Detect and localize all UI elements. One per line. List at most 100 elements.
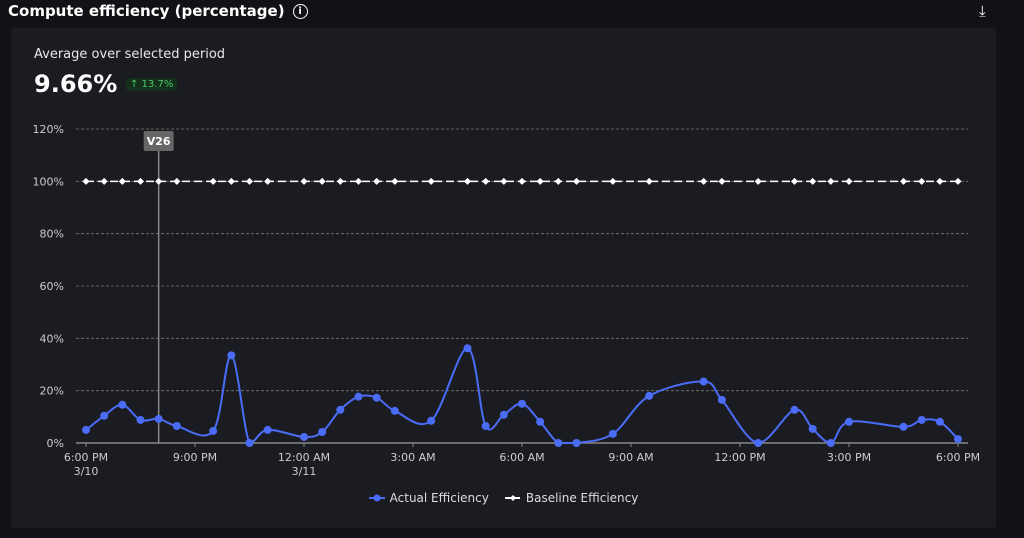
y-tick-label: 0%	[47, 437, 64, 450]
legend-label: Baseline Efficiency	[525, 491, 639, 505]
actual-point	[790, 405, 799, 414]
baseline-point	[645, 177, 653, 185]
baseline-point	[554, 177, 562, 185]
actual-point	[172, 421, 181, 430]
x-tick-label: 6:00 PM	[936, 451, 980, 464]
actual-point	[336, 405, 345, 414]
baseline-point	[900, 177, 907, 185]
actual-point	[300, 432, 308, 441]
actual-point	[899, 422, 908, 431]
baseline-point	[155, 177, 163, 185]
x-tick-label: 6:00 PM	[64, 451, 108, 464]
x-tick-label: 3:00 AM	[390, 451, 435, 464]
actual-point	[263, 425, 272, 434]
legend-baseline[interactable]: Baseline Efficiency	[504, 491, 639, 505]
x-tick-label: 12:00 AM	[278, 451, 330, 464]
actual-point	[954, 435, 962, 444]
actual-point	[554, 439, 563, 447]
baseline-point	[118, 177, 126, 185]
baseline-point	[391, 177, 399, 185]
baseline-point	[954, 177, 962, 185]
baseline-point	[536, 177, 544, 185]
actual-point	[845, 417, 853, 426]
summary-label: Average over selected period	[34, 47, 226, 62]
y-tick-label: 20%	[40, 385, 64, 398]
actual-point	[372, 393, 381, 402]
actual-point	[754, 439, 763, 447]
baseline-point	[609, 177, 617, 185]
actual-point	[499, 410, 508, 419]
baseline-point	[518, 177, 526, 185]
legend: Actual Efficiency Baseline Efficiency	[11, 491, 996, 505]
actual-point	[427, 416, 436, 425]
actual-point	[390, 406, 399, 415]
line-chart: 0%20%40%60%80%100%120%6:00 PM3/109:00 PM…	[33, 123, 981, 478]
annotation-label: V26	[147, 135, 171, 148]
x-tick-sublabel: 3/10	[74, 465, 99, 478]
baseline-point	[936, 177, 944, 185]
baseline-point	[336, 177, 344, 185]
actual-point	[481, 421, 490, 430]
y-tick-label: 100%	[33, 175, 64, 188]
baseline-point	[227, 177, 235, 185]
actual-point	[82, 425, 90, 434]
actual-point	[318, 428, 327, 437]
baseline-point	[427, 177, 435, 185]
baseline-point	[482, 177, 490, 185]
baseline-point	[827, 177, 835, 185]
actual-point	[608, 429, 617, 438]
baseline-point	[718, 177, 726, 185]
actual-point	[572, 439, 581, 447]
x-tick-label: 6:00 AM	[499, 451, 544, 464]
baseline-point	[82, 177, 90, 185]
actual-series-line	[85, 347, 959, 445]
summary-value: 9.66%	[34, 70, 118, 98]
baseline-point	[500, 177, 508, 185]
baseline-point	[464, 177, 471, 185]
actual-point	[154, 414, 163, 423]
change-badge: ↑ 13.7%	[126, 78, 178, 91]
actual-point	[118, 400, 127, 409]
x-tick-label: 9:00 AM	[608, 451, 653, 464]
x-tick-label: 12:00 PM	[714, 451, 765, 464]
baseline-point	[137, 177, 144, 185]
baseline-point	[318, 177, 326, 185]
actual-point	[826, 439, 835, 447]
title-text: Compute efficiency (percentage)	[8, 2, 285, 20]
annotation-badge	[143, 131, 174, 151]
baseline-point	[246, 177, 253, 185]
y-tick-label: 60%	[40, 280, 64, 293]
actual-point	[935, 417, 944, 426]
baseline-point	[754, 177, 762, 185]
baseline-point	[264, 177, 272, 185]
chart-panel: Average over selected period 9.66% ↑ 13.…	[11, 28, 996, 528]
actual-point	[536, 417, 545, 426]
baseline-point	[373, 177, 381, 185]
info-icon[interactable]: i	[292, 3, 308, 19]
y-tick-label: 80%	[40, 228, 64, 241]
baseline-point	[845, 177, 853, 185]
actual-point	[518, 399, 526, 408]
x-tick-label: 9:00 PM	[173, 451, 217, 464]
actual-point	[209, 426, 218, 435]
actual-point	[463, 344, 472, 353]
x-tick-sublabel: 3/11	[292, 465, 317, 478]
legend-actual[interactable]: Actual Efficiency	[368, 491, 489, 505]
download-icon[interactable]: ⤓	[979, 2, 986, 20]
x-tick-label: 3:00 PM	[827, 451, 871, 464]
y-tick-label: 40%	[40, 332, 64, 345]
actual-point	[354, 392, 363, 401]
actual-point	[917, 415, 926, 424]
y-tick-label: 120%	[33, 123, 64, 136]
baseline-point	[173, 177, 181, 185]
baseline-point	[209, 177, 217, 185]
baseline-point	[791, 177, 798, 185]
actual-point	[227, 351, 236, 360]
baseline-point	[573, 177, 580, 185]
actual-point	[245, 439, 254, 447]
actual-point	[136, 415, 145, 424]
actual-point	[699, 377, 708, 386]
baseline-point	[355, 177, 362, 185]
baseline-point	[100, 177, 108, 185]
actual-point	[645, 391, 654, 400]
